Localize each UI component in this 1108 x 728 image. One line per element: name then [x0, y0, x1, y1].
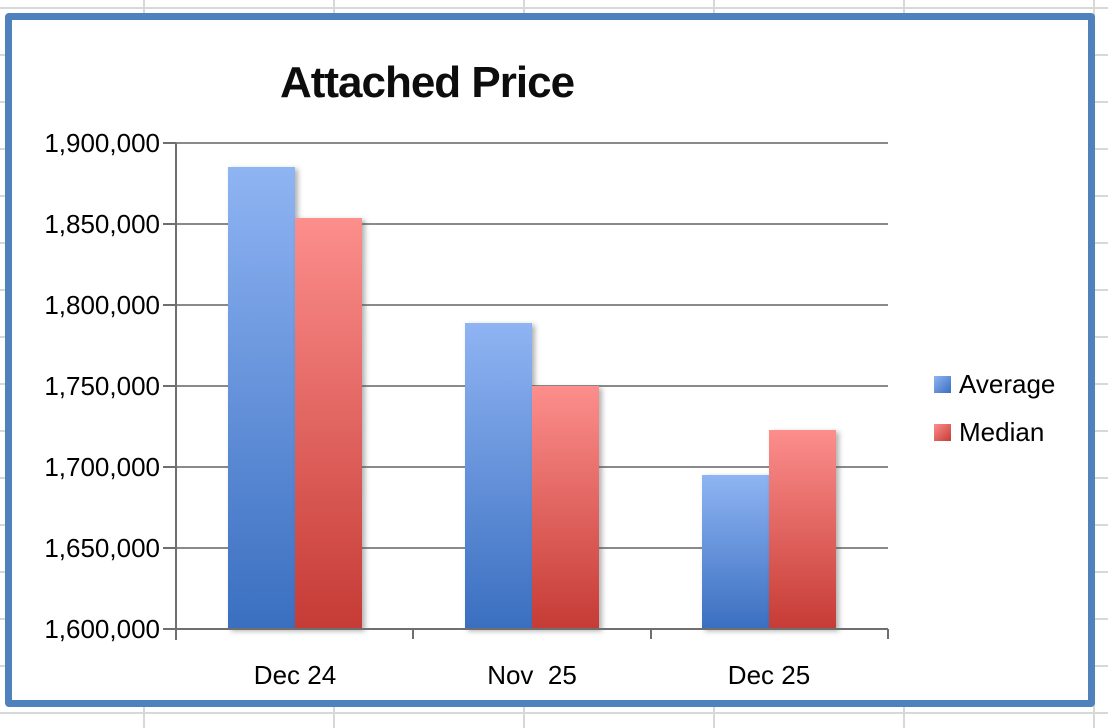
x-axis-tick — [650, 629, 652, 639]
y-axis-tick-label: 1,700,000 — [44, 452, 160, 482]
bar-median-dec-25[interactable] — [769, 430, 836, 629]
bar-average-nov-25[interactable] — [465, 323, 532, 629]
y-axis-tick — [163, 304, 176, 306]
legend-item-average[interactable]: Average — [934, 370, 1055, 398]
x-axis-tick — [887, 629, 889, 639]
y-axis-line — [175, 143, 177, 640]
chart-title[interactable]: Attached Price — [279, 58, 575, 107]
bar-average-dec-24[interactable] — [228, 167, 295, 629]
x-axis-category-label: Dec 24 — [253, 660, 337, 690]
legend-label-median: Median — [959, 417, 1045, 447]
legend-label-average: Average — [959, 369, 1056, 399]
legend-swatch-median — [934, 423, 951, 441]
y-axis-tick — [163, 142, 176, 144]
y-axis-tick — [163, 547, 176, 549]
y-axis-tick-label: 1,900,000 — [44, 128, 160, 158]
x-axis-category-label: Dec 25 — [727, 660, 811, 690]
y-axis-tick-label: 1,800,000 — [44, 290, 160, 320]
bar-median-nov-25[interactable] — [532, 386, 599, 629]
y-axis-tick-label: 1,750,000 — [44, 371, 160, 401]
y-gridline — [176, 304, 888, 306]
y-gridline — [176, 223, 888, 225]
chart-object[interactable]: Attached Price 1,900,000 1,850,000 1,800,0… — [5, 13, 1095, 707]
y-axis-tick-label: 1,650,000 — [44, 533, 160, 563]
y-axis-tick — [163, 466, 176, 468]
legend-swatch-average — [934, 375, 951, 393]
y-axis-tick-label: 1,600,000 — [44, 614, 160, 644]
legend-item-median[interactable]: Median — [934, 418, 1044, 446]
x-axis-line — [176, 628, 888, 630]
y-axis-tick-label: 1,850,000 — [44, 209, 160, 239]
y-axis-tick — [163, 628, 176, 630]
x-axis-category-label: Nov 25 — [487, 660, 577, 690]
y-axis-tick — [163, 223, 176, 225]
chart-area: Attached Price 1,900,000 1,850,000 1,800,0… — [12, 20, 1088, 700]
y-gridline — [176, 142, 888, 144]
bar-median-dec-24[interactable] — [295, 218, 362, 629]
bar-average-dec-25[interactable] — [702, 475, 769, 629]
y-axis-tick — [163, 385, 176, 387]
x-axis-tick — [412, 629, 414, 639]
